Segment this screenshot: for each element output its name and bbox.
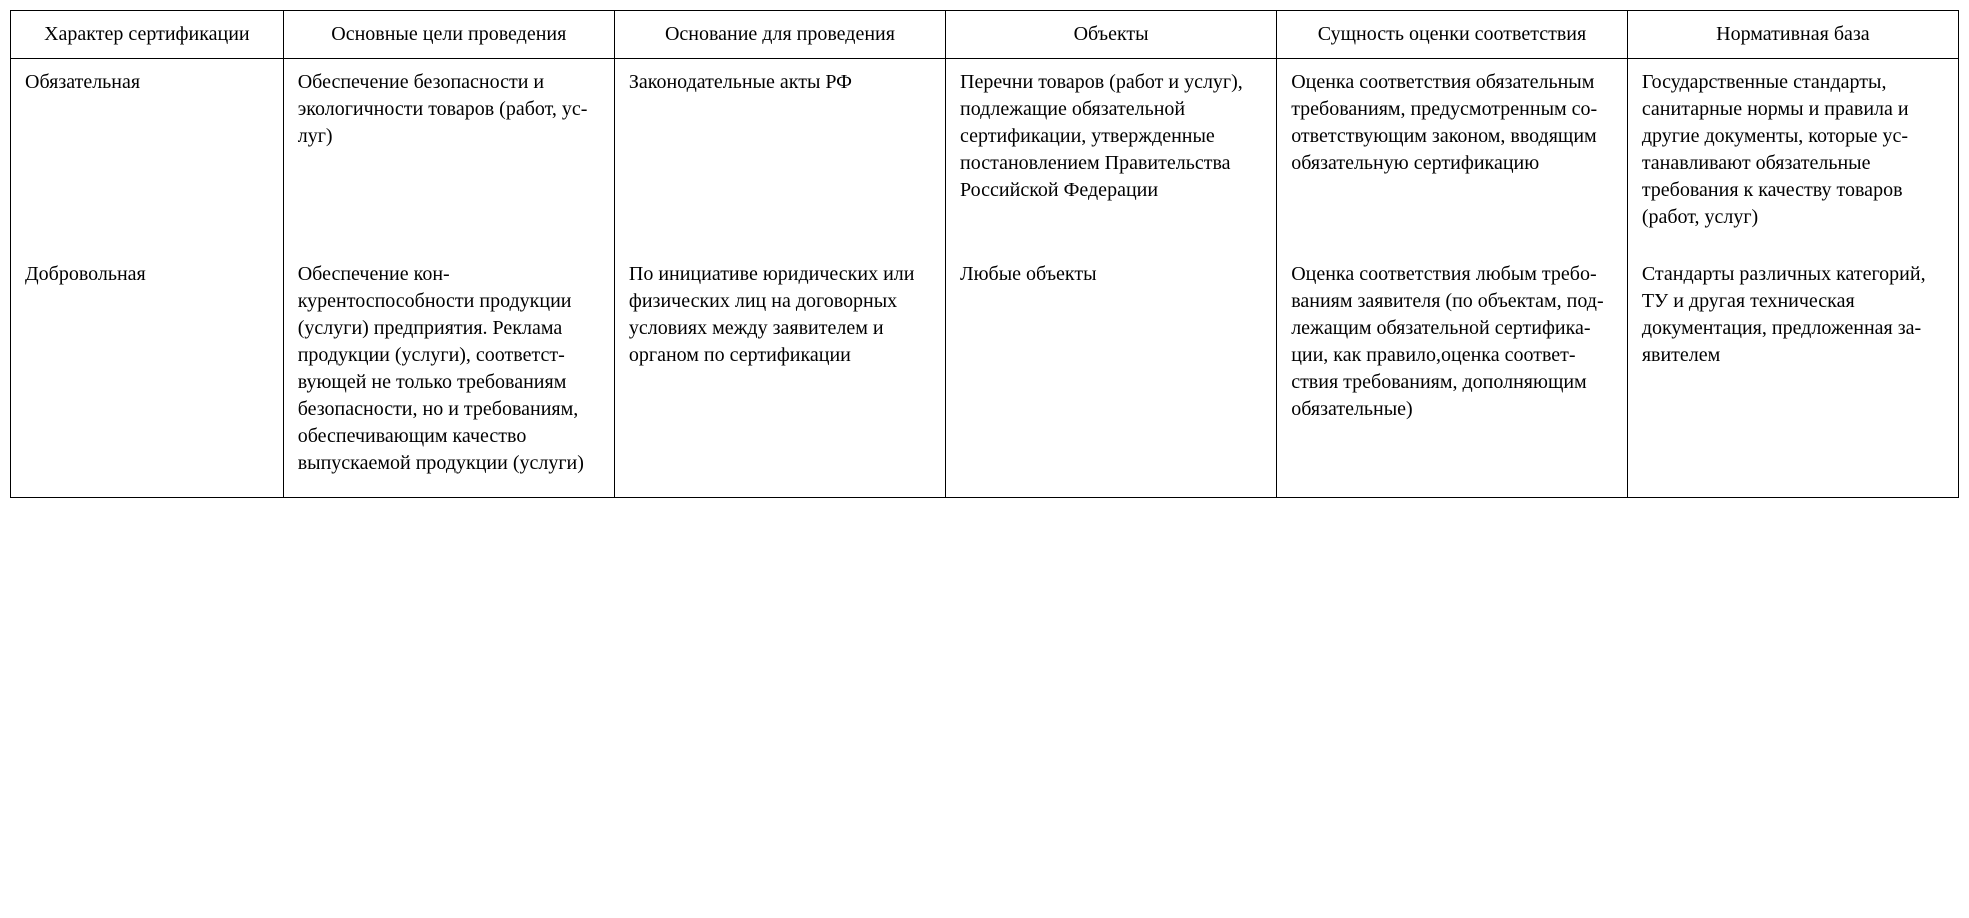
cell-essence: Оценка соответст­вия любым требо­ваниям … — [1277, 251, 1628, 498]
header-character: Характер сертификации — [11, 11, 284, 59]
certification-table: Характер сертификации Основные цели пров… — [10, 10, 1959, 498]
cell-goals: Обеспечение кон­курентоспособнос­ти прод… — [283, 251, 614, 498]
cell-basis: По инициативе юридических или физических… — [614, 251, 945, 498]
cell-normative: Государственные стандарты, санитар­ные н… — [1627, 59, 1958, 252]
header-basis: Основание для проведения — [614, 11, 945, 59]
cell-normative: Стандарты различ­ных категорий, ТУ и дру… — [1627, 251, 1958, 498]
cell-basis: Законодательные акты РФ — [614, 59, 945, 252]
table-row: Добровольная Обеспечение кон­курентоспос… — [11, 251, 1959, 498]
cell-essence: Оценка соответст­вия обязательным требов… — [1277, 59, 1628, 252]
header-objects: Объекты — [946, 11, 1277, 59]
header-essence: Сущность оценки соответствия — [1277, 11, 1628, 59]
table-header-row: Характер сертификации Основные цели пров… — [11, 11, 1959, 59]
cell-objects: Перечни товаров (работ и услуг), подлежа… — [946, 59, 1277, 252]
cell-character: Добровольная — [11, 251, 284, 498]
table-row: Обязательная Обеспечение безопасности и … — [11, 59, 1959, 252]
cell-objects: Любые объекты — [946, 251, 1277, 498]
cell-goals: Обеспечение безопасности и экологичности… — [283, 59, 614, 252]
cell-character: Обязательная — [11, 59, 284, 252]
header-normative: Нормативная база — [1627, 11, 1958, 59]
header-goals: Основные цели проведения — [283, 11, 614, 59]
